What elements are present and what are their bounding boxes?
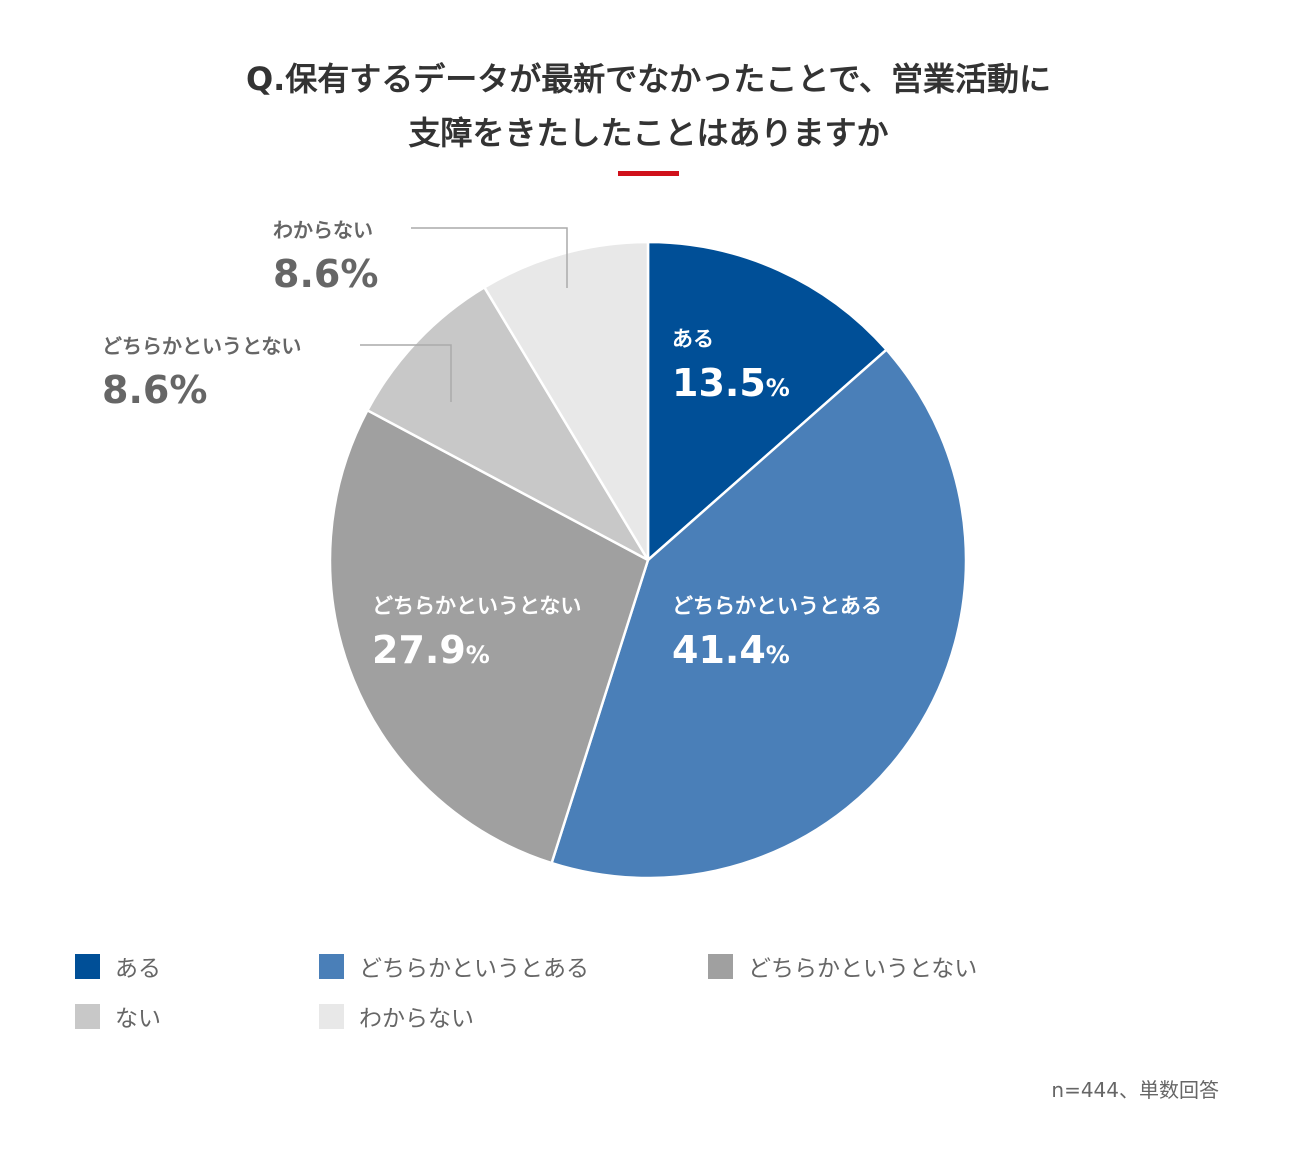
label-outside-wakaranai-value: 8.6% bbox=[273, 252, 378, 296]
legend-item: ない bbox=[75, 999, 161, 1033]
pie-slice bbox=[483, 240, 650, 562]
value-number: 13.5 bbox=[672, 361, 766, 405]
pie-slice bbox=[328, 409, 650, 865]
value-unit: % bbox=[766, 641, 790, 669]
title-accent-bar bbox=[618, 171, 679, 176]
pie-slice bbox=[366, 286, 650, 562]
label-slice-dochiraka-nai-text: どちらかというとない bbox=[372, 594, 581, 618]
chart-title: Q.保有するデータが最新でなかったことで、営業活動に 支障をきたしたことはありま… bbox=[0, 52, 1297, 160]
legend-item: ある bbox=[75, 949, 161, 983]
label-outside-wakaranai-text: わからない bbox=[273, 218, 373, 242]
legend-item: どちらかというとある bbox=[319, 949, 589, 983]
leader-line bbox=[411, 227, 568, 288]
legend-item: どちらかというとない bbox=[708, 949, 977, 983]
chart-title-line-2: 支障をきたしたことはありますか bbox=[408, 114, 889, 152]
legend-swatch bbox=[75, 1003, 100, 1029]
legend-swatch bbox=[319, 1003, 344, 1029]
sample-note: n=444、単数回答 bbox=[1051, 1078, 1219, 1102]
legend-item: わからない bbox=[319, 999, 474, 1033]
value-number: 41.4 bbox=[672, 628, 766, 672]
legend-label: ある bbox=[115, 956, 161, 982]
leader-line bbox=[360, 344, 452, 402]
label-slice-aru-text: ある bbox=[672, 327, 714, 351]
legend-label: どちらかというとある bbox=[359, 956, 589, 982]
pie-slice bbox=[646, 240, 888, 562]
legend-swatch bbox=[708, 953, 733, 979]
value-number: 27.9 bbox=[372, 628, 466, 672]
pie-slices bbox=[328, 240, 968, 880]
pie-slice bbox=[550, 348, 968, 880]
legend-label: わからない bbox=[359, 1006, 474, 1032]
label-outside-dochiraka-nai-text: どちらかというとない bbox=[102, 334, 301, 358]
legend-swatch bbox=[319, 953, 344, 979]
legend-label: どちらかというとない bbox=[748, 956, 978, 982]
value-unit: % bbox=[466, 641, 490, 669]
legend-label: ない bbox=[115, 1006, 161, 1032]
label-slice-aru-value: 13.5% bbox=[672, 361, 790, 405]
label-slice-dochiraka-aru-value: 41.4% bbox=[672, 628, 790, 672]
value-unit: % bbox=[766, 374, 790, 402]
label-slice-dochiraka-aru-text: どちらかというとある bbox=[672, 594, 882, 618]
label-outside-dochiraka-nai-value: 8.6% bbox=[102, 368, 207, 412]
chart-title-line-1: Q.保有するデータが最新でなかったことで、営業活動に bbox=[245, 60, 1052, 98]
label-slice-dochiraka-nai-value: 27.9% bbox=[372, 628, 490, 672]
legend-swatch bbox=[75, 953, 100, 979]
